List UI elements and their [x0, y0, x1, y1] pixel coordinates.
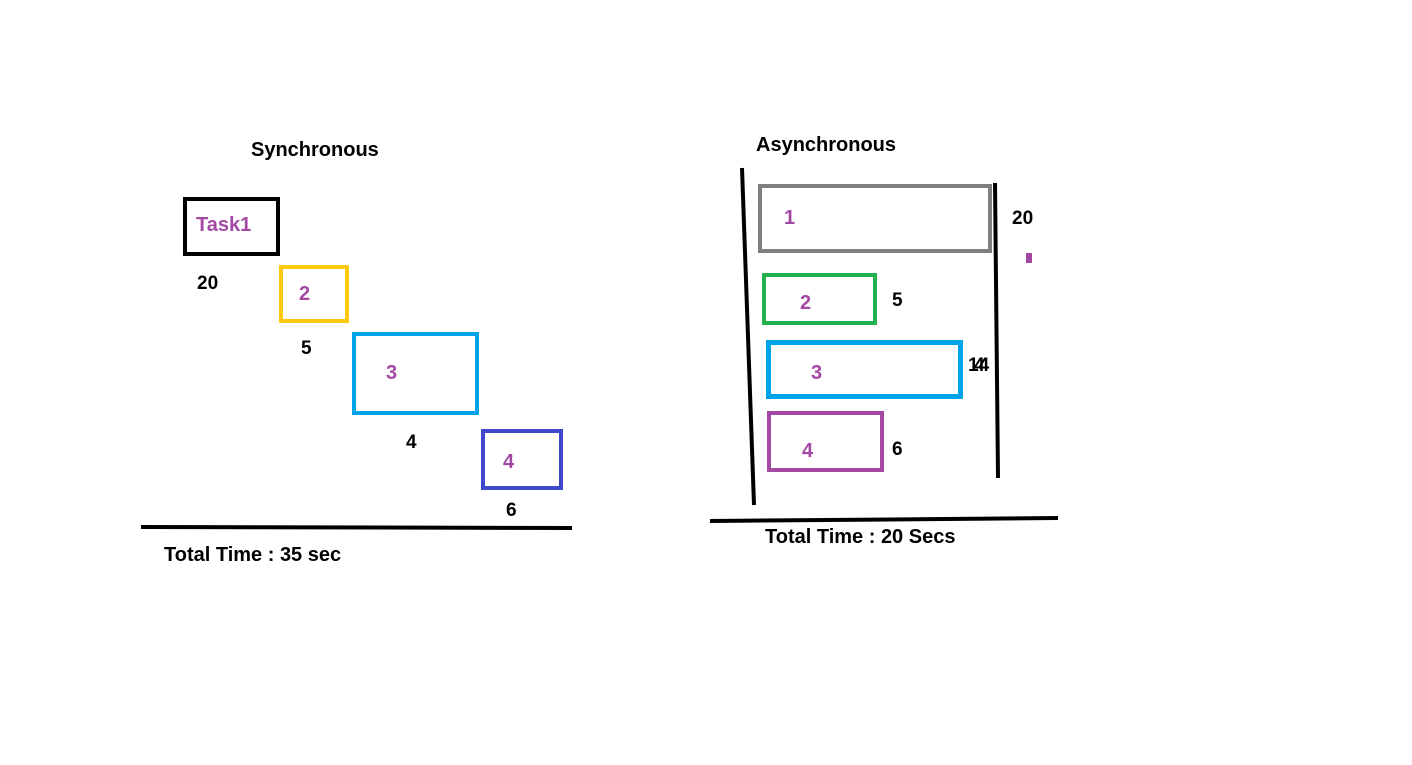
async-right-bracket-line — [993, 182, 1000, 479]
async-task2-label: 2 — [800, 292, 812, 314]
sync-title: Synchronous — [251, 139, 379, 161]
async-left-bracket-line — [740, 167, 756, 506]
async-task3-duration: 14 — [968, 355, 990, 376]
sync-task1-box: Task1 — [183, 197, 280, 256]
async-task3-box: 3 — [766, 340, 963, 399]
async-task4-box: 4 — [767, 411, 884, 472]
sync-task3-label: 3 — [386, 362, 398, 384]
sync-task2-box: 2 — [279, 265, 349, 323]
async-task2-box: 2 — [762, 273, 877, 325]
async-task2-duration: 5 — [892, 290, 903, 311]
async-title: Asynchronous — [756, 134, 897, 156]
async-task3-label: 3 — [811, 362, 823, 384]
sync-task1-duration: 20 — [197, 273, 219, 294]
async-task1-duration: 20 — [1012, 208, 1034, 229]
stray-dot-mark — [1026, 253, 1032, 263]
sync-task1-label: Task1 — [196, 214, 252, 236]
async-baseline — [709, 516, 1059, 523]
sync-task4-label: 4 — [503, 451, 515, 473]
async-task1-label: 1 — [784, 207, 796, 229]
sync-task4-duration: 6 — [506, 500, 517, 521]
async-task1-box: 1 — [758, 184, 992, 253]
sync-task2-label: 2 — [299, 283, 311, 305]
sync-baseline — [140, 525, 573, 530]
async-task4-label: 4 — [802, 440, 814, 462]
async-total-time: Total Time : 20 Secs — [765, 526, 956, 548]
async-task4-duration: 6 — [892, 439, 903, 460]
sync-task4-box: 4 — [481, 429, 563, 490]
async-task3-overwritten-digit: 4 — [974, 355, 985, 376]
sync-task2-duration: 5 — [301, 338, 312, 359]
sync-total-time: Total Time : 35 sec — [164, 544, 342, 566]
sync-task3-duration: 4 — [406, 432, 417, 453]
sync-task3-box: 3 — [352, 332, 479, 415]
